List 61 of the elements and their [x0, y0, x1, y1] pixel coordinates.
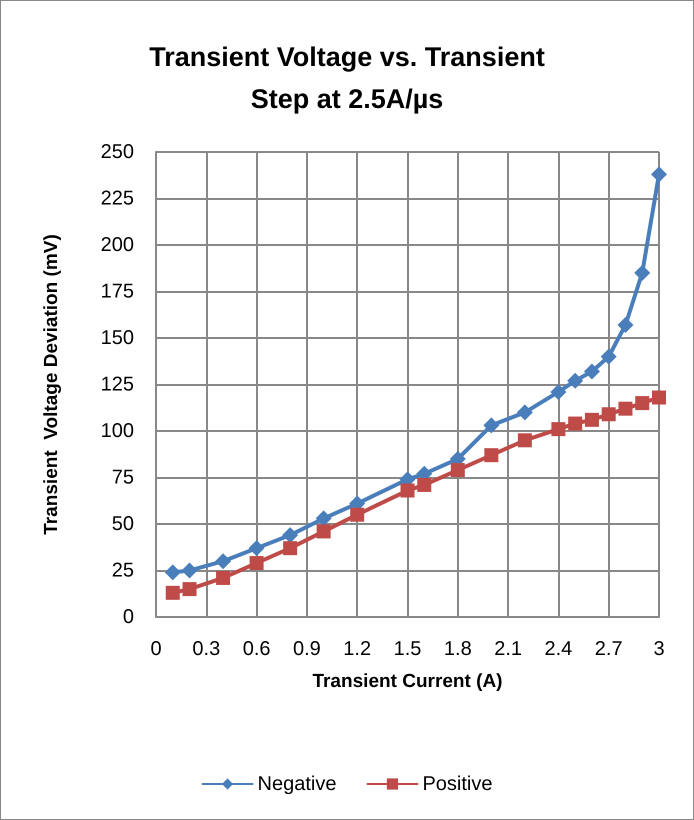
y-tick-label: 150	[100, 327, 134, 349]
point	[567, 372, 584, 389]
y-tick-label: 0	[122, 606, 134, 628]
x-tick-label: 1.2	[343, 638, 372, 660]
y-tick-label: 175	[100, 280, 134, 302]
x-tick-label: 0.6	[242, 638, 271, 660]
legend-label: Negative	[258, 773, 336, 795]
legend-label: Positive	[422, 773, 492, 795]
point	[282, 527, 298, 544]
point	[551, 422, 566, 436]
y-tick-label: 25	[112, 560, 134, 582]
point	[518, 433, 532, 448]
point	[634, 264, 650, 281]
point	[250, 556, 264, 570]
point	[316, 510, 332, 526]
point	[635, 396, 650, 410]
point	[400, 484, 414, 498]
point	[568, 416, 582, 431]
point	[584, 412, 599, 427]
x-tick-label: 3	[653, 638, 665, 660]
point	[602, 407, 616, 422]
point	[617, 316, 634, 333]
x-tick-label: 0	[150, 638, 162, 660]
point	[600, 348, 617, 365]
point	[484, 448, 498, 462]
y-tick-label: 75	[112, 466, 134, 488]
point	[652, 390, 666, 405]
point	[164, 564, 181, 580]
x-tick-label: 0.3	[192, 638, 220, 660]
y-tick-label: 250	[100, 141, 134, 163]
point	[417, 478, 432, 492]
x-axis-title: Transient Current (A)	[312, 671, 503, 692]
point	[350, 508, 364, 522]
point	[316, 524, 331, 538]
point	[182, 562, 198, 578]
x-tick-label: 2.7	[594, 638, 623, 660]
y-tick-label: 200	[100, 234, 134, 256]
y-tick-label: 125	[100, 374, 134, 396]
point	[584, 363, 600, 380]
x-tick-label: 2.1	[494, 638, 522, 660]
point	[283, 541, 298, 556]
chart-title: Transient Voltage vs. Transient Step at 2.5A/µs	[149, 42, 545, 114]
x-tick-label: 1.5	[394, 638, 422, 660]
point	[618, 402, 632, 416]
x-tick-label: 2.4	[544, 638, 572, 660]
point	[248, 540, 265, 556]
point	[182, 582, 197, 596]
point	[215, 553, 232, 570]
point	[216, 570, 230, 585]
y-axis-title: Transient Voltage Deviation (mV)	[41, 234, 62, 535]
x-tick-label: 0.9	[292, 638, 321, 660]
point	[166, 586, 180, 600]
point	[651, 166, 667, 182]
point	[450, 463, 465, 478]
y-tick-label: 225	[100, 188, 134, 210]
y-tick-label: 50	[112, 513, 134, 535]
y-tick-label: 100	[100, 420, 134, 442]
x-tick-label: 1.8	[444, 638, 472, 660]
point	[483, 417, 500, 434]
point	[516, 404, 533, 420]
point	[550, 384, 566, 400]
